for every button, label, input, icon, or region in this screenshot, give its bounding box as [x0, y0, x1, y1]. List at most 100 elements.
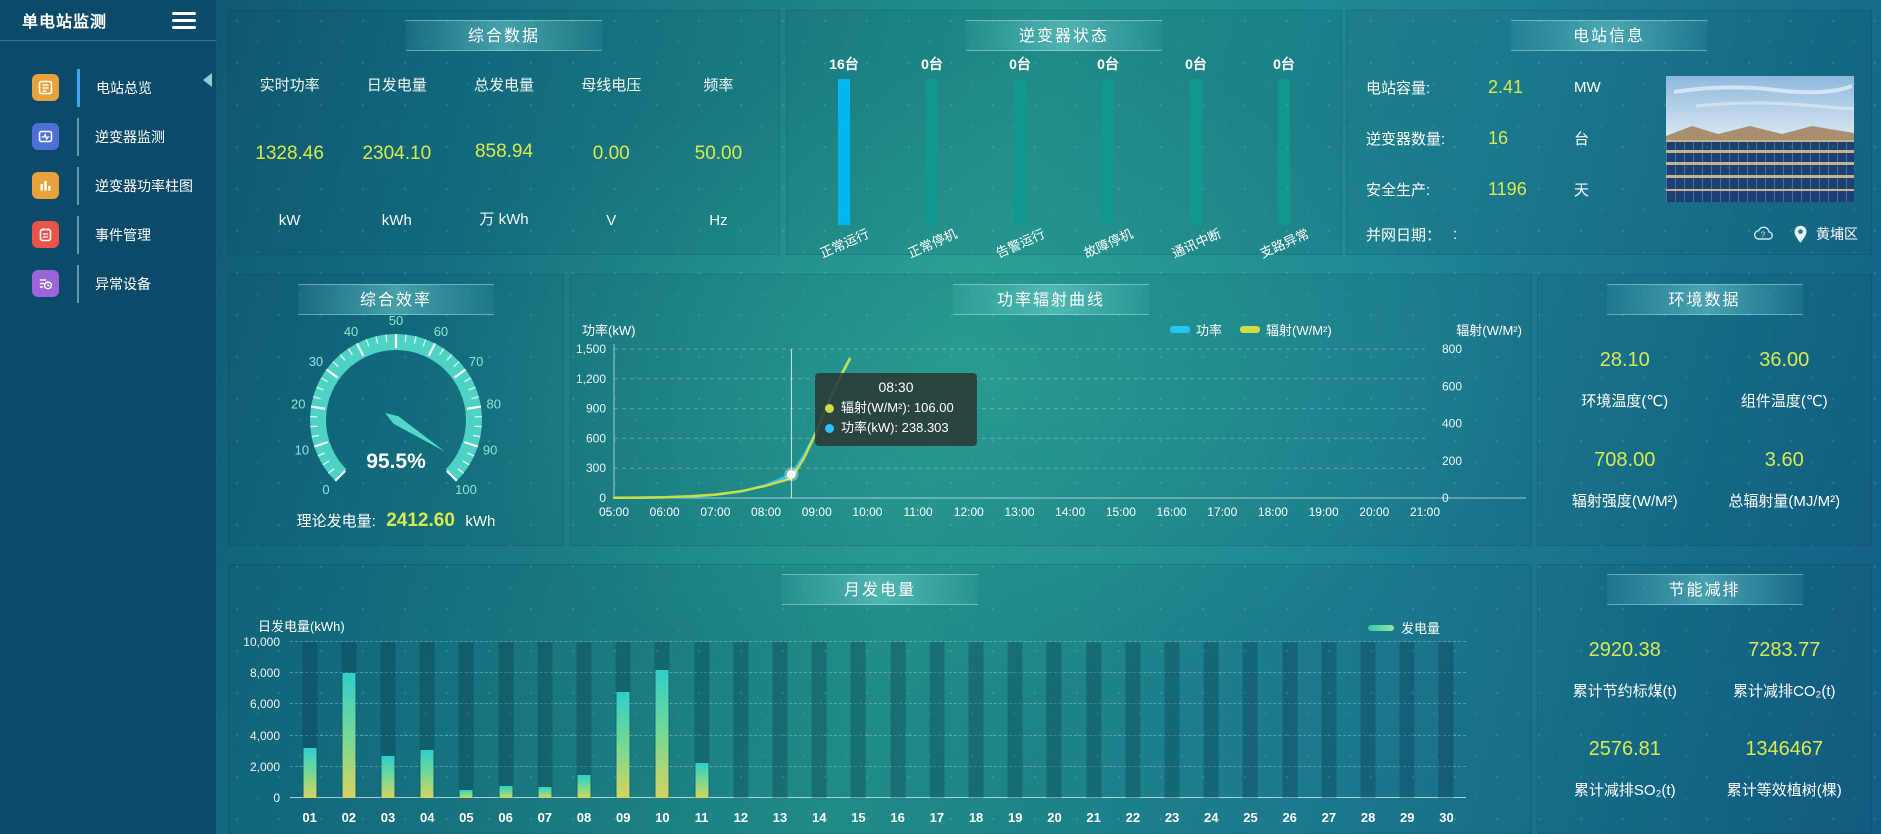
legend-radiation[interactable]: 辐射(W/M²): [1240, 320, 1332, 339]
chart-legend: 功率 辐射(W/M²): [1170, 320, 1332, 339]
generation-bar: [420, 749, 434, 798]
metric-value: 2304.10: [362, 142, 432, 164]
hamburger-menu-icon[interactable]: [172, 8, 196, 33]
bar-label: 正常停机: [905, 225, 960, 261]
x-tick-label: 09: [615, 810, 631, 825]
location-pin-icon[interactable]: [1793, 225, 1808, 244]
day-slot: 02: [329, 642, 368, 825]
generation-legend[interactable]: 发电量: [1367, 618, 1440, 637]
metric-label: 累计减排SO₂(t): [1573, 781, 1676, 799]
generation-bar: [616, 691, 630, 798]
station-info-rows: 电站容量: 2.41 MW 逆变器数量: 16 台 安全生产: 1196 天: [1366, 62, 1666, 215]
bar-label: 通讯中断: [1169, 225, 1224, 261]
day-slot: 03: [368, 642, 407, 825]
status-bar: [926, 79, 938, 225]
metric-label: 日发电量: [366, 77, 427, 94]
day-slot: 08: [564, 642, 603, 825]
sidebar-item-label: 逆变器监测: [95, 128, 165, 145]
grid-date-row: 并网日期： : ? 黄埔区: [1366, 221, 1858, 247]
metric-value: 858.94: [474, 140, 534, 162]
metric-label: 总辐射量(MJ/M²): [1728, 493, 1841, 510]
status-bar: [838, 79, 850, 225]
x-tick-label: 04: [419, 810, 435, 825]
bar-chart-icon: [32, 172, 59, 199]
tooltip-text: 辐射(W/M²): 106.00: [841, 400, 954, 415]
svg-text:21:00: 21:00: [1410, 505, 1440, 519]
metric-label: 频率: [703, 77, 734, 94]
sidebar-item-event-management[interactable]: 事件管理: [0, 210, 216, 259]
weather-cloud-icon[interactable]: ?: [1751, 225, 1777, 243]
menu-divider: [77, 68, 80, 107]
metric-label: 实时功率: [259, 77, 320, 94]
metric-co2-reduced: 7283.77 累计减排CO₂(t): [1705, 620, 1865, 719]
metric-unit: Hz: [709, 212, 728, 229]
day-slot: 25: [1231, 642, 1270, 825]
metric-label: 环境温度(℃): [1581, 393, 1669, 410]
bar-count: 0台: [1185, 56, 1207, 72]
svg-text:0: 0: [599, 491, 606, 505]
svg-text:50: 50: [389, 313, 403, 328]
sidebar-item-inverter-monitor[interactable]: 逆变器监测: [0, 112, 216, 161]
y-axis-title: 日发电量(kWh): [258, 619, 345, 634]
x-tick-label: 02: [341, 810, 357, 825]
day-slot: 28: [1348, 642, 1387, 825]
svg-text:400: 400: [1442, 417, 1462, 431]
row-value: 2.41: [1488, 77, 1524, 97]
svg-text:15:00: 15:00: [1106, 505, 1136, 519]
y-tick-label: 0: [273, 791, 280, 805]
bar-label: 正常运行: [817, 225, 872, 261]
station-photo: [1666, 76, 1854, 202]
day-slot: 01: [290, 642, 329, 825]
day-slot: 19: [996, 642, 1035, 825]
generation-bar: [459, 790, 473, 798]
grid-line: 2,000: [250, 760, 1466, 774]
legend-power[interactable]: 功率: [1170, 320, 1222, 339]
bar-shadow: [498, 642, 514, 798]
sidebar-item-abnormal-devices[interactable]: 异常设备: [0, 259, 216, 308]
metric-value: 36.00: [1759, 349, 1810, 371]
bar-label: 支路异常: [1257, 225, 1312, 261]
day-slot: 21: [1074, 642, 1113, 825]
sidebar-item-station-overview[interactable]: 电站总览: [0, 63, 216, 112]
panel-title: 环境数据: [1606, 284, 1803, 315]
metric-so2-reduced: 2576.81 累计减排SO₂(t): [1545, 719, 1705, 818]
svg-text:11:00: 11:00: [904, 505, 933, 519]
bar-shadow: [1046, 642, 1062, 798]
metric-unit: kW: [278, 212, 301, 229]
metric-realtime-power: 实时功率 1328.46 kW: [236, 62, 343, 245]
panel-inverter-status: 逆变器状态 16台 正常运行 0台 正常停机 0台 告警运行 0台 故障停机: [786, 10, 1342, 261]
x-tick-label: 05: [459, 810, 474, 825]
metric-bus-voltage: 母线电压 0.00 V: [558, 62, 665, 245]
day-slot: 18: [956, 642, 995, 825]
day-slot: 09: [604, 642, 643, 825]
legend-label: 功率: [1196, 323, 1223, 338]
grid-line: 8,000: [250, 666, 1466, 680]
x-tick-label: 06: [498, 810, 513, 825]
x-tick-label: 17: [929, 810, 945, 825]
svg-text:1,500: 1,500: [576, 342, 606, 356]
sidebar-item-label: 事件管理: [95, 226, 151, 243]
y-tick-label: 6,000: [249, 697, 280, 712]
sidebar-collapse-arrow-icon[interactable]: [203, 73, 212, 87]
day-slot: 10: [643, 642, 682, 825]
bar-shadow: [968, 642, 984, 798]
svg-text:14:00: 14:00: [1055, 505, 1085, 519]
right-axis-title: 辐射(W/M²): [1456, 323, 1522, 338]
x-tick-label: 22: [1125, 810, 1141, 825]
location-name[interactable]: 黄埔区: [1816, 226, 1858, 242]
x-tick-label: 15: [851, 810, 866, 825]
bar-shadow: [458, 642, 474, 798]
sidebar-item-inverter-power-bars[interactable]: 逆变器功率柱图: [0, 161, 216, 210]
menu-divider: [77, 117, 79, 156]
metric-daily-energy: 日发电量 2304.10 kWh: [343, 62, 450, 245]
day-slot: 11: [682, 642, 721, 825]
panel-title: 逆变器状态: [966, 20, 1162, 51]
bar-shadow: [929, 642, 945, 798]
device-clock-icon: [32, 270, 59, 297]
generation-bar: [342, 673, 356, 798]
bar-shadow: [1007, 642, 1023, 798]
row-unit: 台: [1574, 131, 1590, 148]
x-tick-label: 14: [812, 810, 827, 825]
inverter-bar-alarm: 0台 告警运行: [976, 54, 1064, 261]
